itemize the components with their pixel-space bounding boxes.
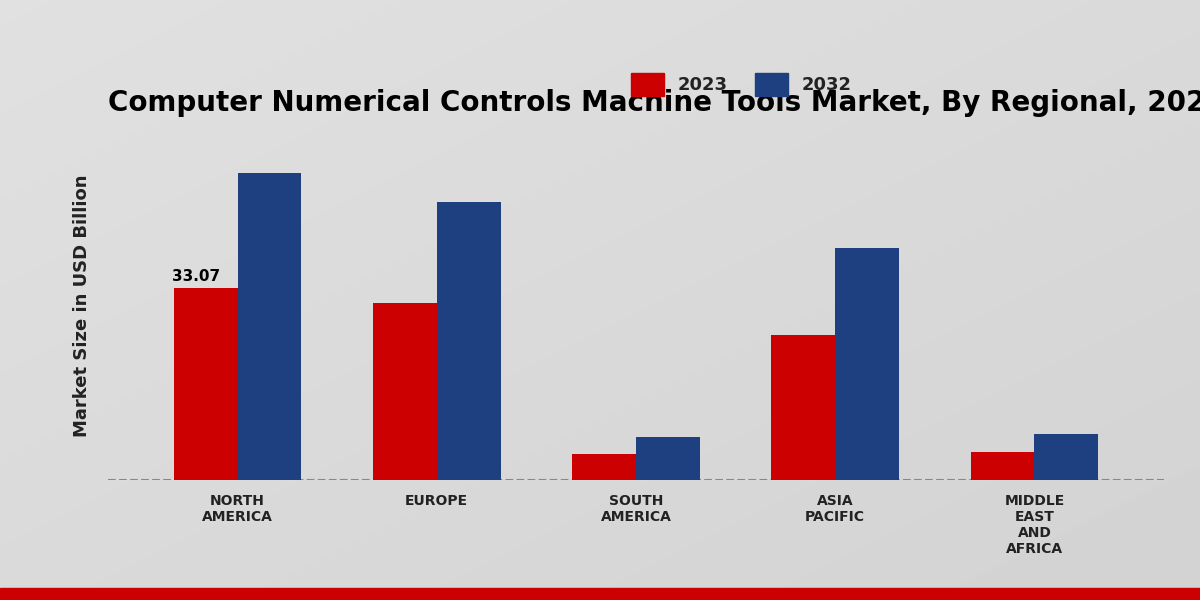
Bar xyxy=(437,202,500,480)
Bar xyxy=(238,173,301,480)
Bar xyxy=(0,588,1200,600)
Bar xyxy=(835,248,899,480)
Bar xyxy=(174,288,238,480)
Bar xyxy=(1034,434,1098,480)
Bar xyxy=(572,454,636,480)
Bar xyxy=(772,335,835,480)
Bar xyxy=(636,437,700,480)
Y-axis label: Market Size in USD Billion: Market Size in USD Billion xyxy=(73,175,91,437)
Text: 33.07: 33.07 xyxy=(172,269,220,284)
Bar xyxy=(373,303,437,480)
Bar xyxy=(971,452,1034,480)
Legend: 2023, 2032: 2023, 2032 xyxy=(622,64,862,104)
Text: Computer Numerical Controls Machine Tools Market, By Regional, 2023 & 2032: Computer Numerical Controls Machine Tool… xyxy=(108,89,1200,117)
